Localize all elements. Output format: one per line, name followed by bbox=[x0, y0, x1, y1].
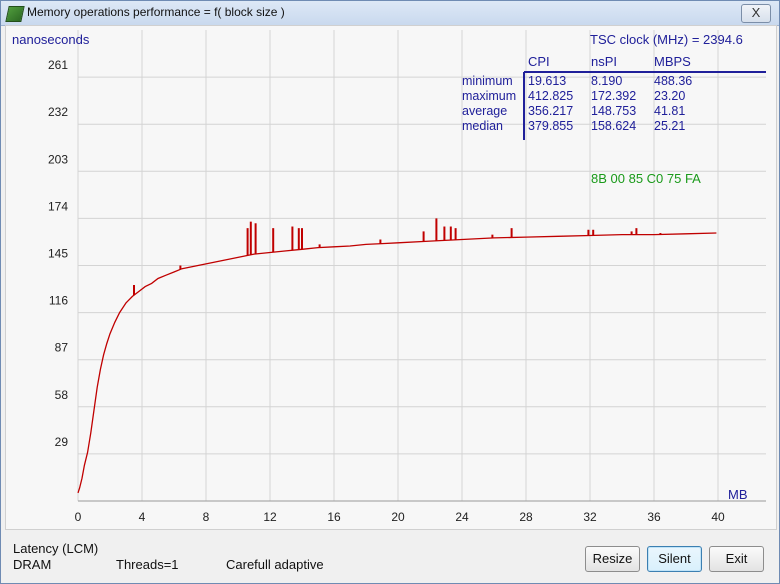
x-tick-label: 40 bbox=[711, 510, 725, 524]
stats-table: CPI nsPI MBPS minimum 19.613 8.190 488.3… bbox=[462, 54, 766, 140]
grid-lines bbox=[77, 30, 766, 501]
stats-row-label: average bbox=[462, 104, 507, 118]
stats-cell: 25.21 bbox=[654, 119, 685, 133]
x-tick-label: 12 bbox=[263, 510, 277, 524]
latency-chart: 0 4 8 12 16 20 24 28 32 36 40 29 58 87 116 145 174 203 232… bbox=[12, 30, 766, 524]
x-tick-label: 8 bbox=[203, 510, 210, 524]
x-tick-label: 4 bbox=[139, 510, 146, 524]
stats-cell: 8.190 bbox=[591, 74, 622, 88]
stats-cell: 23.20 bbox=[654, 89, 685, 103]
mode-label: Carefull adaptive bbox=[226, 557, 324, 572]
window-title: Memory operations performance = f( block… bbox=[27, 5, 285, 19]
x-tick-label: 20 bbox=[391, 510, 405, 524]
x-tick-label: 36 bbox=[647, 510, 661, 524]
title-bar: Memory operations performance = f( block… bbox=[1, 1, 779, 26]
stats-cell: 158.624 bbox=[591, 119, 636, 133]
y-tick-label: 174 bbox=[48, 199, 68, 213]
silent-button[interactable]: Silent bbox=[647, 546, 702, 572]
threads-label: Threads=1 bbox=[116, 557, 179, 572]
y-axis-label: nanoseconds bbox=[12, 32, 90, 47]
stats-row-label: minimum bbox=[462, 74, 513, 88]
stats-header-nspi: nsPI bbox=[591, 54, 617, 69]
x-tick-label: 28 bbox=[519, 510, 533, 524]
stats-cell: 488.36 bbox=[654, 74, 692, 88]
x-tick-label: 32 bbox=[583, 510, 597, 524]
close-button[interactable]: X bbox=[741, 4, 771, 23]
stats-header-mbps: MBPS bbox=[654, 54, 691, 69]
y-tick-label: 203 bbox=[48, 152, 68, 166]
stats-cell: 379.855 bbox=[528, 119, 573, 133]
y-tick-label: 145 bbox=[48, 247, 68, 261]
y-tick-label: 232 bbox=[48, 105, 68, 119]
stats-cell: 172.392 bbox=[591, 89, 636, 103]
x-tick-label: 24 bbox=[455, 510, 469, 524]
y-tick-label: 87 bbox=[55, 341, 69, 355]
tsc-clock-label: TSC clock (MHz) = 2394.6 bbox=[590, 32, 743, 47]
y-tick-label: 58 bbox=[55, 388, 69, 402]
chart-panel: 0 4 8 12 16 20 24 28 32 36 40 29 58 87 116 145 174 203 232… bbox=[5, 25, 777, 530]
axes: 0 4 8 12 16 20 24 28 32 36 40 29 58 87 116 145 174 203 232… bbox=[48, 58, 766, 524]
series-layer bbox=[77, 218, 717, 494]
stats-row-label: median bbox=[462, 119, 503, 133]
stats-cell: 148.753 bbox=[591, 104, 636, 118]
stats-header-cpi: CPI bbox=[528, 54, 550, 69]
y-tick-label: 29 bbox=[55, 435, 69, 449]
stats-cell: 41.81 bbox=[654, 104, 685, 118]
y-tick-label: 116 bbox=[49, 294, 68, 308]
x-axis-unit-label: MB bbox=[728, 487, 748, 502]
memory-chip-icon bbox=[5, 6, 25, 22]
instruction-hex-code: 8B 00 85 C0 75 FA bbox=[591, 171, 701, 186]
exit-button[interactable]: Exit bbox=[709, 546, 764, 572]
x-tick-label: 16 bbox=[327, 510, 341, 524]
y-tick-label: 261 bbox=[48, 58, 68, 72]
stats-cell: 356.217 bbox=[528, 104, 573, 118]
memory-type-label: DRAM bbox=[13, 557, 52, 572]
stats-cell: 19.613 bbox=[528, 74, 566, 88]
latency-mode-label: Latency (LCM) bbox=[13, 541, 99, 556]
x-tick-label: 0 bbox=[75, 510, 82, 524]
latency-series-line bbox=[77, 232, 717, 494]
stats-cell: 412.825 bbox=[528, 89, 573, 103]
stats-row-label: maximum bbox=[462, 89, 516, 103]
resize-button[interactable]: Resize bbox=[585, 546, 640, 572]
